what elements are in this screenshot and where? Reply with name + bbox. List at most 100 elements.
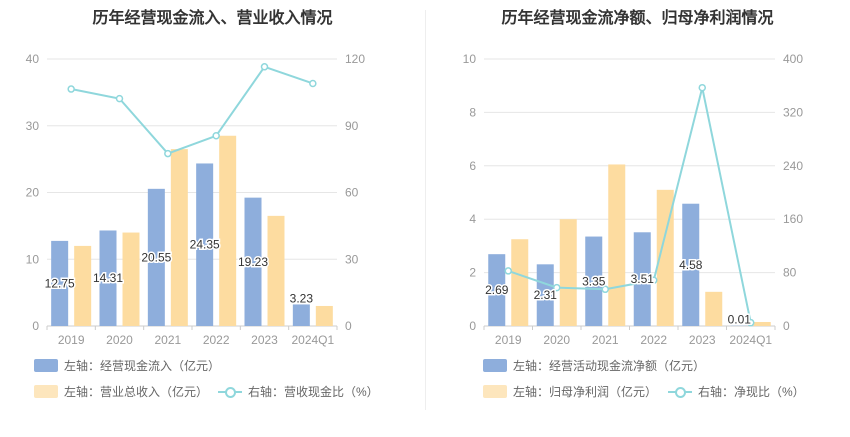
- y-right-tick-label: 0: [783, 319, 790, 333]
- legend-label: 左轴：经营活动现金流净额（亿元）: [513, 359, 706, 373]
- y-right-tick-label: 0: [345, 319, 352, 333]
- bar-primary: [147, 188, 165, 326]
- ratio-line: [70, 65, 314, 155]
- ratio-point: [309, 79, 317, 88]
- y-right-tick-label: 30: [345, 252, 359, 266]
- legend-swatch-bar: [483, 385, 507, 398]
- bar-data-label: 3.35: [582, 274, 606, 288]
- bar-primary: [585, 236, 603, 326]
- bar-secondary: [74, 245, 92, 326]
- ratio-point: [212, 132, 220, 140]
- x-tick-label: 2023: [689, 333, 716, 347]
- legend-item-revenue[interactable]: 左轴：营业总收入（亿元）: [34, 383, 208, 400]
- x-tick-label: 2022: [640, 333, 667, 347]
- ratio-point: [553, 283, 561, 292]
- bar-data-label: 19.23: [238, 255, 268, 269]
- ratio-point: [504, 267, 512, 275]
- legend-label: 左轴：营业总收入（亿元）: [64, 385, 209, 399]
- y-left-tick-label: 6: [469, 159, 476, 173]
- chart-panel-cashflow-revenue: 历年经营现金流入、营业收入情况 0 10 20 30 40 0 30 60 90 120 2019 2…: [26, 10, 379, 400]
- bar-primary: [682, 203, 700, 326]
- y-left-tick-label: 0: [469, 319, 476, 333]
- bar-secondary: [511, 239, 529, 326]
- y-right-tick-label: 120: [345, 52, 365, 66]
- legend-label: 右轴：净现比（%）: [698, 385, 805, 399]
- chart-panel-netcash-profit: 历年经营现金流净额、归母净利润情况 0 2 4 6 8 10 0 80 160 240 320 400…: [425, 0, 850, 437]
- ratio-point: [164, 149, 172, 158]
- legend-swatch-bar: [34, 359, 58, 372]
- bar-secondary: [267, 215, 285, 326]
- chart-svg-netcash-profit: 0 2 4 6 8 10 0 80 160 240 320 400 2019 2020 2021 2022 20…: [463, 52, 804, 347]
- chart-svg-cashflow-revenue: 0 10 20 30 40 0 30 60 90 120 2019 2020 2021 2022 2023 2…: [26, 52, 366, 347]
- ratio-point: [601, 285, 609, 294]
- legend-item-net-profit[interactable]: 左轴：归母净利润（亿元）: [483, 383, 657, 400]
- bar-secondary: [656, 189, 674, 326]
- ratio-point: [650, 276, 658, 285]
- bar-data-label: 20.55: [141, 250, 171, 264]
- legend-swatch-line: [218, 385, 242, 398]
- bar-primary: [292, 304, 310, 326]
- ratio-point: [115, 94, 124, 103]
- y-left-tick-label: 20: [26, 186, 40, 200]
- bar-data-label: 2.31: [534, 288, 558, 302]
- x-tick-label: 2019: [58, 333, 85, 347]
- y-left-tick-label: 10: [26, 252, 40, 266]
- bar-secondary: [315, 305, 333, 326]
- y-left-tick-label: 2: [469, 266, 476, 280]
- legend-swatch-bar: [34, 385, 58, 398]
- x-tick-label: 2022: [203, 333, 230, 347]
- y-left-tick-label: 4: [469, 212, 476, 226]
- x-tick-label: 2023: [251, 333, 278, 347]
- legend-label: 左轴：归母净利润（亿元）: [513, 385, 658, 399]
- bar-primary: [99, 230, 117, 326]
- x-tick-label: 2021: [154, 333, 181, 347]
- bar-data-label: 0.01: [728, 313, 752, 327]
- legend-item-net-cashflow[interactable]: 左轴：经营活动现金流净额（亿元）: [483, 357, 705, 374]
- bar-primary: [488, 254, 506, 326]
- y-right-tick-label: 160: [783, 212, 803, 226]
- x-tick-label: 2024Q1: [729, 333, 772, 347]
- y-right-tick-label: 400: [783, 52, 803, 66]
- bar-secondary: [753, 321, 771, 326]
- bar-secondary: [559, 219, 577, 326]
- y-left-tick-label: 10: [463, 52, 477, 66]
- y-left-tick-label: 40: [26, 52, 40, 66]
- bar-data-label: 3.51: [631, 272, 655, 286]
- legend-item-net-cash-ratio[interactable]: 右轴：净现比（%）: [668, 383, 805, 400]
- y-right-tick-label: 80: [783, 266, 797, 280]
- y-left-tick-label: 8: [469, 105, 476, 119]
- bar-secondary: [219, 135, 237, 326]
- y-right-tick-label: 240: [783, 159, 803, 173]
- legend-label: 右轴：营收现金比（%）: [248, 385, 379, 399]
- bar-data-label: 3.23: [290, 291, 314, 305]
- x-tick-label: 2024Q1: [291, 333, 334, 347]
- ratio-point: [747, 318, 755, 327]
- chart-title: 历年经营现金流入、营业收入情况: [92, 10, 333, 27]
- legend-swatch-bar: [483, 359, 507, 372]
- bar-primary: [244, 197, 262, 326]
- bar-secondary: [608, 164, 626, 326]
- bar-primary: [196, 163, 214, 326]
- legend-item-cash-ratio[interactable]: 右轴：营收现金比（%）: [218, 383, 379, 400]
- bar-data-label: 12.75: [45, 276, 75, 290]
- ratio-point: [67, 85, 75, 93]
- ratio-line: [507, 87, 752, 323]
- y-left-tick-label: 0: [32, 319, 39, 333]
- bar-secondary: [705, 291, 723, 326]
- legend-swatch-line: [668, 385, 692, 398]
- y-right-tick-label: 320: [783, 105, 803, 119]
- legend-label: 左轴：经营现金流入（亿元）: [64, 359, 221, 373]
- y-right-tick-label: 60: [345, 186, 359, 200]
- bar-primary: [536, 264, 554, 326]
- y-left-tick-label: 30: [26, 119, 40, 133]
- x-tick-label: 2019: [495, 333, 522, 347]
- y-right-tick-label: 90: [345, 119, 359, 133]
- bar-data-label: 24.35: [190, 238, 220, 252]
- bar-data-label: 4.58: [679, 258, 703, 272]
- chart-title: 历年经营现金流净额、归母净利润情况: [501, 10, 774, 27]
- bar-primary: [633, 232, 651, 326]
- legend-item-cash-inflow[interactable]: 左轴：经营现金流入（亿元）: [34, 357, 220, 374]
- x-tick-label: 2020: [543, 333, 570, 347]
- ratio-point: [260, 63, 269, 71]
- bar-secondary: [122, 232, 140, 326]
